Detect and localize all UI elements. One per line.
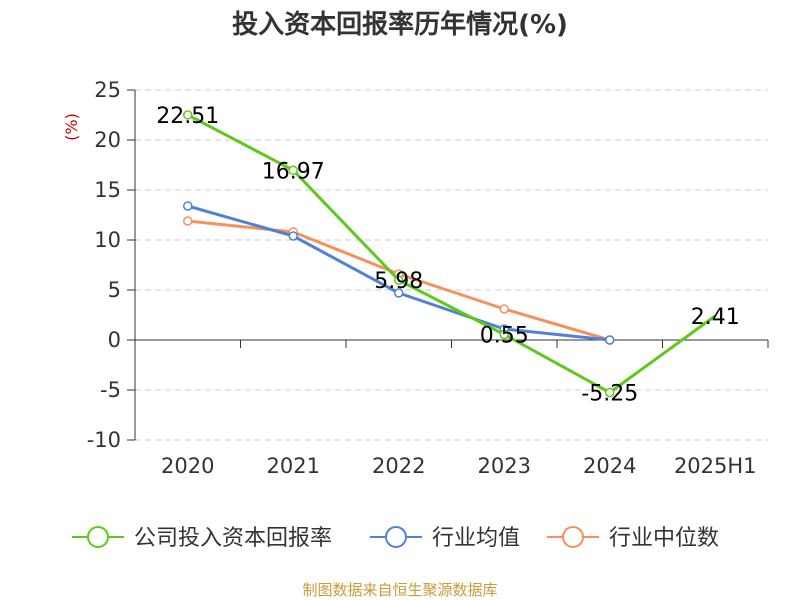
y-tick-label: -10 [87, 428, 121, 452]
data-label: 16.97 [262, 159, 325, 184]
x-tick-label: 2025H1 [674, 454, 757, 478]
source-note: 制图数据来自恒生聚源数据库 [302, 581, 497, 599]
legend-marker-icon [562, 526, 584, 548]
series-0-point[interactable] [288, 165, 298, 176]
series-1-point[interactable] [394, 288, 404, 298]
legend-item[interactable]: 行业中位数 [547, 526, 719, 551]
y-tick-label: 10 [94, 228, 121, 252]
y-tick-label: -5 [100, 378, 121, 402]
x-tick-label: 2022 [372, 454, 425, 478]
data-label: -5.25 [581, 382, 638, 407]
series-2-point[interactable] [183, 216, 193, 226]
series-0-point[interactable] [394, 275, 404, 285]
data-label: 0.55 [480, 324, 529, 349]
series-0-line [187, 113, 717, 394]
legend[interactable]: 公司投入资本回报率 行业均值 行业中位数 [72, 526, 719, 551]
series-0-point[interactable] [605, 387, 615, 398]
legend-label: 公司投入资本回报率 [134, 526, 332, 551]
x-tick-label: 2024 [583, 454, 636, 478]
series-0-point[interactable] [183, 110, 193, 120]
y-tick-label: 25 [94, 78, 121, 102]
legend-marker-icon [87, 526, 109, 548]
series-group [183, 110, 717, 398]
data-label: 5.98 [374, 269, 423, 294]
x-tick-label: 2023 [478, 454, 531, 478]
y-tick-label: 15 [94, 178, 121, 202]
legend-item[interactable]: 公司投入资本回报率 [72, 526, 332, 551]
x-tick-label: 2020 [161, 454, 214, 478]
legend-label: 行业均值 [432, 526, 520, 551]
legend-label: 行业中位数 [609, 526, 719, 551]
series-1-point[interactable] [288, 231, 298, 241]
chart-title: 投入资本回报率历年情况(%) [232, 9, 568, 40]
legend-item[interactable]: 行业均值 [370, 526, 520, 551]
gridlines [135, 89, 768, 441]
series-2-point[interactable] [499, 304, 509, 314]
data-label: 2.41 [691, 305, 740, 330]
legend-marker-icon [385, 526, 407, 548]
data-labels: 22.51 16.97 5.98 0.55 -5.25 2.41 [156, 104, 739, 407]
y-tick-label: 0 [108, 328, 121, 352]
data-label: 22.51 [156, 104, 219, 129]
axes: 25 20 15 10 5 0 -5 -10 2020 2021 2022 2023 2024 2025H… [87, 78, 769, 478]
y-tick-label: 20 [94, 128, 121, 152]
y-axis-label: (%) [62, 113, 81, 141]
series-0-point[interactable] [499, 329, 509, 340]
series-1-point[interactable] [605, 335, 615, 345]
x-tick-label: 2021 [267, 454, 320, 478]
series-1-point[interactable] [183, 201, 193, 211]
y-tick-label: 5 [108, 278, 121, 302]
